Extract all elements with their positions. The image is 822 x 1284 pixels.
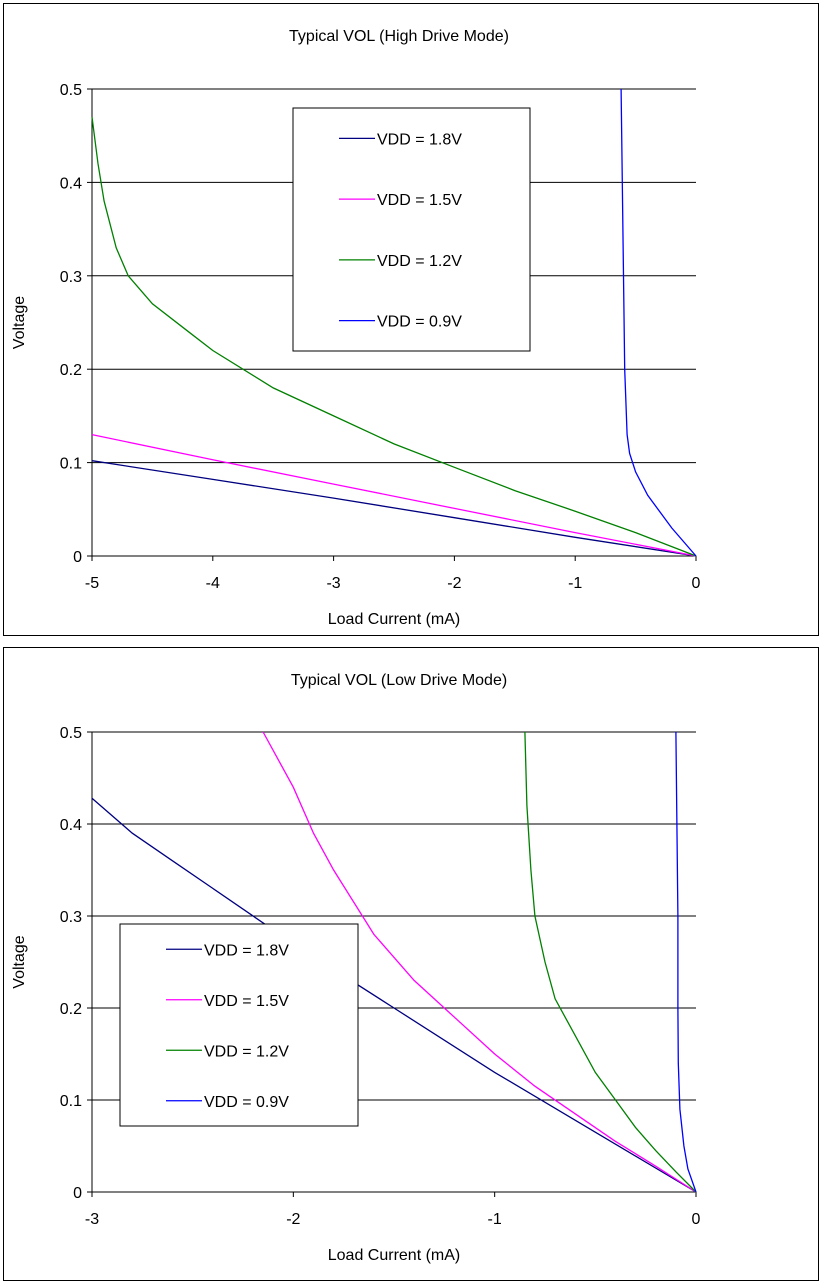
x-tick-label: -2 bbox=[286, 1211, 300, 1228]
x-tick-label: -5 bbox=[85, 575, 99, 592]
y-tick-label: 0.5 bbox=[60, 82, 82, 99]
chart-panel-low-drive: Typical VOL (Low Drive Mode) 0 0.1 0.2 0.3 0.… bbox=[3, 647, 819, 1281]
legend: VDD = 1.8V VDD = 1.5V VDD = 1.2V VDD = 0.9V bbox=[119, 923, 359, 1127]
chart-title: Typical VOL (Low Drive Mode) bbox=[291, 672, 507, 689]
y-tick-label: 0.5 bbox=[60, 725, 82, 742]
y-tick-label: 0.3 bbox=[60, 269, 82, 286]
x-tick-label: -1 bbox=[568, 575, 582, 592]
legend-label: VDD = 1.5V bbox=[377, 192, 462, 209]
series-line-3 bbox=[524, 731, 697, 1193]
y-tick-label: 0.3 bbox=[60, 909, 82, 926]
y-tick-label: 0.1 bbox=[60, 1093, 82, 1110]
x-tick-label: -3 bbox=[326, 575, 340, 592]
legend: VDD = 1.8V VDD = 1.5V VDD = 1.2V VDD = 0.9V bbox=[292, 107, 531, 352]
x-axis-label: Load Current (mA) bbox=[328, 611, 461, 628]
chart-high-drive: Typical VOL (High Drive Mode) 0 0.1 0.2 0.3 0… bbox=[11, 28, 701, 628]
series-line-2 bbox=[91, 433, 697, 557]
series-line-4 bbox=[620, 88, 697, 557]
y-tick-label: 0.2 bbox=[60, 362, 82, 379]
series-line-2 bbox=[262, 731, 697, 1193]
y-tick-label: 0 bbox=[73, 549, 82, 566]
x-tick-label: 0 bbox=[692, 1211, 701, 1228]
chart-panel-high-drive: Typical VOL (High Drive Mode) 0 0.1 0.2 0.3 0… bbox=[3, 3, 819, 636]
x-axis-label: Load Current (mA) bbox=[328, 1247, 461, 1264]
legend-label: VDD = 0.9V bbox=[204, 1094, 289, 1111]
x-tick-label: -1 bbox=[488, 1211, 502, 1228]
y-axis-label: Voltage bbox=[11, 935, 28, 988]
series-line-1 bbox=[91, 460, 697, 557]
legend-box bbox=[292, 107, 531, 352]
chart-low-drive: Typical VOL (Low Drive Mode) 0 0.1 0.2 0.3 0.… bbox=[11, 672, 701, 1264]
x-tick-label: -4 bbox=[206, 575, 220, 592]
x-tick-label: 0 bbox=[692, 575, 701, 592]
x-tick-label: -2 bbox=[447, 575, 461, 592]
y-axis-label: Voltage bbox=[11, 296, 28, 349]
legend-box bbox=[119, 923, 359, 1127]
legend-label: VDD = 1.2V bbox=[204, 1043, 289, 1060]
legend-label: VDD = 1.8V bbox=[377, 131, 462, 148]
legend-label: VDD = 1.2V bbox=[377, 253, 462, 270]
legend-label: VDD = 1.5V bbox=[204, 993, 289, 1010]
y-tick-label: 0.2 bbox=[60, 1001, 82, 1018]
x-tick-label: -3 bbox=[85, 1211, 99, 1228]
legend-label: VDD = 0.9V bbox=[377, 314, 462, 331]
y-tick-label: 0.1 bbox=[60, 456, 82, 473]
legend-label: VDD = 1.8V bbox=[204, 942, 289, 959]
series-line-4 bbox=[675, 731, 697, 1193]
y-tick-label: 0.4 bbox=[60, 817, 82, 834]
y-tick-label: 0.4 bbox=[60, 175, 82, 192]
series-line-3 bbox=[91, 116, 697, 557]
chart-title: Typical VOL (High Drive Mode) bbox=[289, 28, 509, 45]
y-tick-label: 0 bbox=[73, 1185, 82, 1202]
